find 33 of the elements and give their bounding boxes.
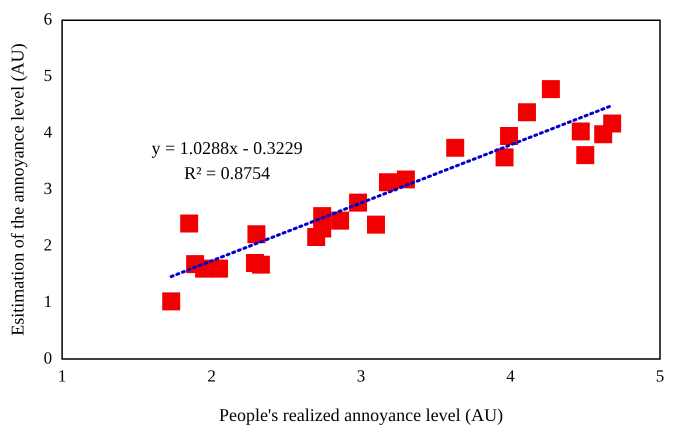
x-tick-label: 4 (506, 366, 516, 386)
point (162, 292, 180, 310)
point (518, 103, 536, 122)
point (331, 212, 350, 230)
point (500, 126, 518, 145)
y-tick-label: 2 (44, 236, 52, 255)
x-tick-label: 5 (656, 366, 664, 386)
y-tick-label: 3 (44, 179, 52, 198)
point (378, 173, 397, 192)
point (542, 80, 560, 98)
y-tick-label: 1 (44, 292, 52, 311)
y-tick-label: 5 (44, 66, 52, 86)
point (603, 114, 622, 133)
x-tick-label: 3 (356, 366, 366, 386)
y-axis-title: Esitimation of the annoyance level (AU) (8, 43, 28, 336)
point (367, 216, 385, 234)
point (446, 138, 464, 157)
point (252, 256, 270, 274)
point (576, 146, 594, 164)
point (180, 214, 198, 232)
x-axis-title: People's realized annoyance level (AU) (218, 404, 504, 425)
point (313, 220, 332, 238)
y-tick-label: 4 (44, 122, 53, 142)
y-tick-label: 0 (44, 348, 52, 368)
x-tick-label: 1 (58, 366, 66, 386)
point (572, 122, 590, 140)
point (247, 225, 266, 244)
point (210, 260, 228, 278)
x-tick-label: 2 (207, 366, 216, 386)
annotation: y = 1.0288x - 0.3229 (152, 138, 303, 158)
annotation: R² = 0.8754 (184, 162, 270, 183)
y-tick-label: 6 (44, 10, 52, 29)
point (496, 148, 514, 166)
